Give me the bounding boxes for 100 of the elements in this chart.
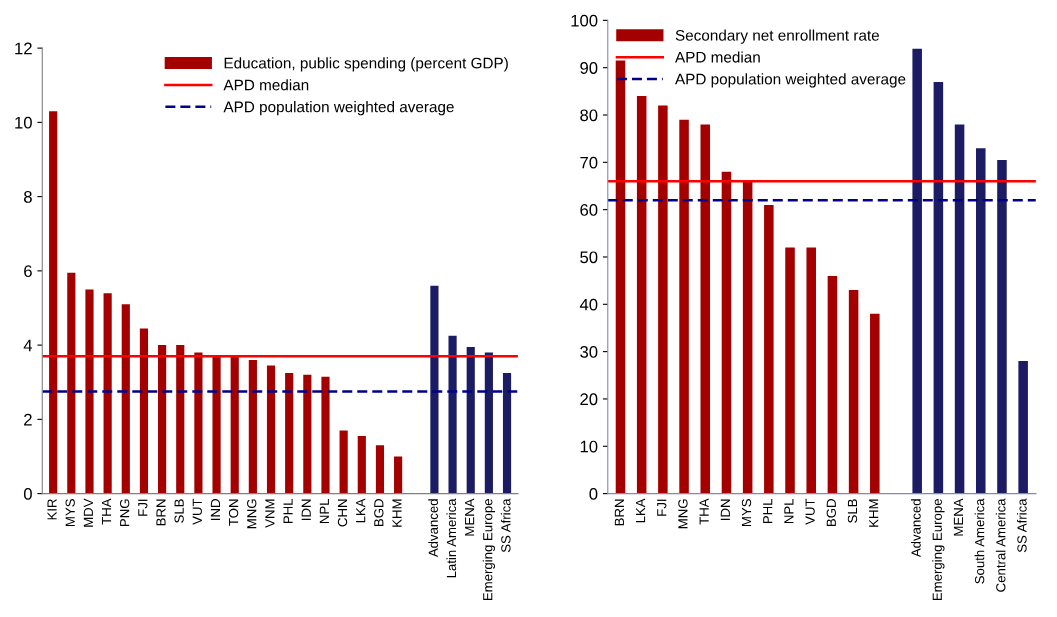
x-tick-label: BRN — [156, 499, 166, 526]
x-tick-label: BGD — [826, 499, 836, 526]
bar — [636, 96, 647, 494]
bar — [679, 119, 689, 494]
y-tick-label: 90 — [580, 62, 598, 74]
x-tick-label: VNM — [265, 499, 275, 528]
bar — [448, 335, 457, 494]
y-tick-label: 80 — [580, 109, 598, 122]
bar — [848, 290, 859, 494]
x-tick-label: BRN — [614, 499, 624, 526]
y-tick-label: 30 — [580, 346, 598, 358]
x-tick-label: MYS — [65, 499, 75, 526]
bar — [303, 374, 312, 494]
bar — [827, 275, 838, 494]
x-tick-label: Central America — [995, 498, 1006, 592]
x-tick-label: SS Africa — [1016, 498, 1027, 553]
y-tick-label: 0 — [589, 488, 598, 500]
x-tick-label: IDN — [301, 499, 311, 520]
x-tick-label: VUT — [805, 498, 815, 525]
x-tick-label: Emerging Europe — [932, 499, 945, 601]
x-tick-label: SS Africa — [500, 498, 511, 553]
x-tick-label: MNG — [678, 499, 688, 529]
bar — [742, 181, 753, 494]
legend-label: Secondary net enrollment rate — [675, 29, 879, 44]
bar — [870, 313, 880, 494]
bar — [658, 105, 668, 494]
bar — [954, 124, 965, 494]
bar — [806, 247, 816, 494]
bar — [176, 345, 185, 494]
bar — [67, 272, 76, 494]
y-tick-label: 4 — [23, 339, 33, 352]
bar — [103, 293, 112, 494]
x-tick-label: IDN — [720, 499, 730, 520]
y-tick-label: 20 — [580, 393, 598, 406]
x-tick-label: LKA — [356, 498, 366, 523]
bar — [339, 430, 348, 494]
y-tick-label: 10 — [580, 440, 598, 453]
bar — [912, 48, 922, 494]
bar — [484, 352, 493, 494]
bar — [230, 356, 239, 494]
x-tick-label: THA — [699, 498, 709, 525]
x-tick-label: THA — [101, 498, 112, 525]
x-tick-label: IND — [210, 499, 220, 520]
x-tick-label: MENA — [465, 498, 475, 536]
y-tick-label: 10 — [15, 116, 32, 129]
x-tick-label: MYS — [741, 499, 752, 526]
bar — [139, 328, 149, 494]
x-tick-label: CHN — [337, 499, 348, 527]
x-tick-label: Emerging Europe — [482, 499, 496, 601]
y-tick-label: 60 — [580, 204, 598, 216]
y-tick-label: 100 — [571, 14, 598, 27]
x-tick-label: Latin America — [446, 498, 457, 578]
x-tick-label: SLB — [847, 499, 858, 523]
x-tick-label: South America — [974, 498, 985, 584]
bar — [721, 171, 732, 494]
y-tick-label: 40 — [579, 298, 598, 311]
bar — [266, 365, 276, 494]
y-tick-label: 6 — [24, 265, 32, 278]
x-tick-label: FJI — [138, 499, 148, 516]
y-tick-label: 50 — [580, 251, 598, 264]
bar — [430, 285, 439, 494]
x-tick-label: BGD — [374, 499, 384, 526]
x-tick-label: PHL — [283, 498, 293, 524]
x-tick-label: SLB — [174, 499, 184, 523]
x-tick-label: PHL — [763, 498, 773, 524]
x-tick-label: MDV — [83, 498, 93, 527]
y-tick-label: 2 — [24, 413, 32, 426]
bar — [212, 356, 221, 494]
x-tick-label: KIR — [47, 499, 57, 520]
x-tick-label: KHM — [392, 499, 402, 527]
y-tick-label: 70 — [580, 156, 598, 169]
x-tick-label: MENA — [953, 498, 963, 536]
x-tick-label: FJI — [657, 499, 667, 516]
x-tick-label: KHM — [869, 499, 879, 527]
bar — [615, 60, 626, 494]
bar — [121, 304, 130, 494]
bar — [1018, 361, 1028, 494]
bar — [764, 204, 774, 494]
x-tick-label: Advanced — [911, 499, 921, 558]
bar — [158, 345, 167, 494]
bar — [785, 247, 795, 494]
legend-label: APD population weighted average — [675, 73, 906, 88]
x-tick-label: MNG — [247, 499, 257, 529]
legend-label: APD median — [675, 51, 760, 63]
bar — [85, 289, 94, 494]
bar — [248, 359, 257, 494]
bar — [997, 159, 1007, 494]
y-tick-label: 0 — [23, 488, 32, 500]
legend-label: Education, public spending (percent GDP) — [224, 57, 508, 72]
bar — [321, 376, 330, 494]
bar — [700, 124, 711, 494]
legend-label: APD population weighted average — [223, 101, 454, 116]
bar — [357, 436, 366, 494]
x-tick-label: NPL — [319, 498, 329, 524]
y-tick-label: 8 — [24, 191, 32, 203]
bar — [375, 445, 385, 494]
bar — [49, 111, 58, 494]
x-tick-label: NPL — [784, 498, 794, 524]
legend-label: APD median — [223, 79, 309, 91]
bar — [466, 346, 475, 494]
